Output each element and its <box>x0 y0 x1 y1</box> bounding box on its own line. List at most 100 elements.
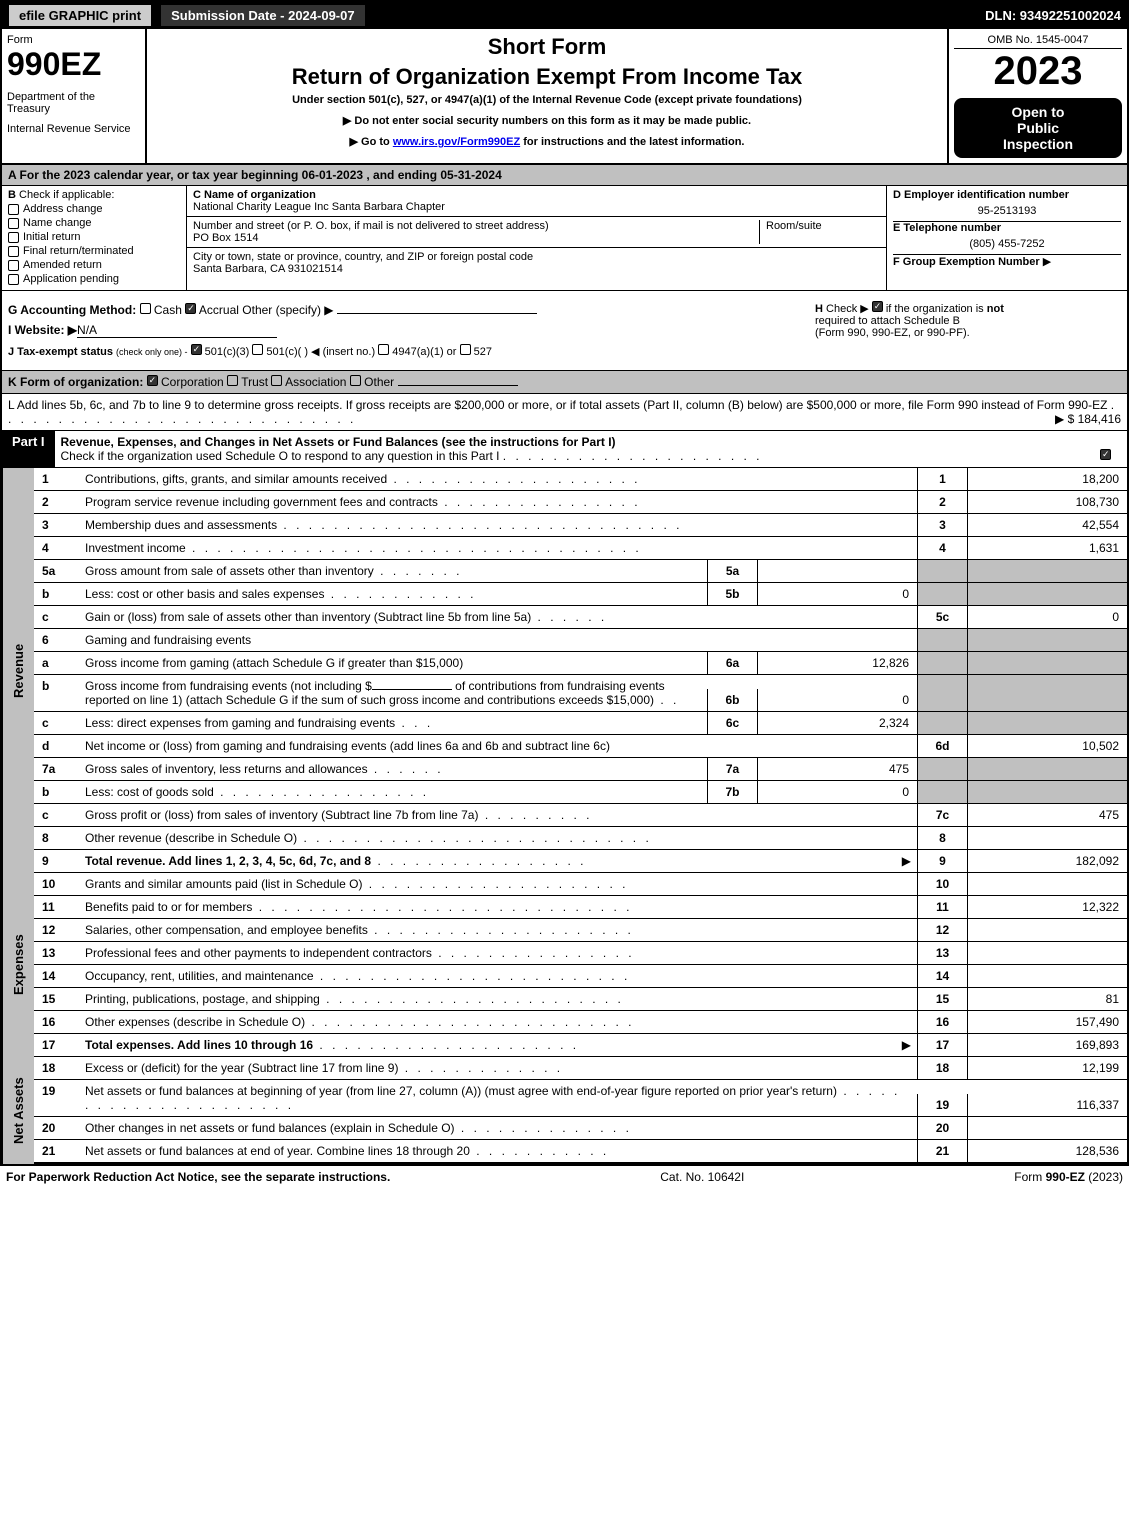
line-num: 1 <box>34 468 79 490</box>
part1-title: Revenue, Expenses, and Changes in Net As… <box>55 431 1127 467</box>
line-col: 3 <box>917 514 967 536</box>
instruction-goto: ▶ Go to www.irs.gov/Form990EZ for instru… <box>152 135 942 148</box>
checkbox-icon[interactable] <box>350 375 361 386</box>
line-num: d <box>34 735 79 757</box>
cb-initial-return[interactable]: Initial return <box>8 231 180 243</box>
submission-date-button[interactable]: Submission Date - 2024-09-07 <box>160 4 366 27</box>
line-val <box>967 965 1127 987</box>
line-col: 6d <box>917 735 967 757</box>
org-name-row: C Name of organization National Charity … <box>187 186 886 217</box>
line-num: 5a <box>34 560 79 582</box>
j-4947: 4947(a)(1) or <box>392 346 456 358</box>
line-val: 128,536 <box>967 1140 1127 1162</box>
line-text: Salaries, other compensation, and employ… <box>79 919 917 941</box>
g-other-input[interactable] <box>337 313 537 314</box>
cb-application-pending[interactable]: Application pending <box>8 273 180 285</box>
inner-val: 0 <box>757 781 917 803</box>
line-val-shaded <box>967 560 1127 582</box>
cb-amended-label: Amended return <box>23 259 102 271</box>
line-text: Benefits paid to or for members . . . . … <box>79 896 917 918</box>
checkbox-icon[interactable] <box>252 344 263 355</box>
ein-value: 95-2513193 <box>893 201 1121 222</box>
revenue-section: Revenue 1 Contributions, gifts, grants, … <box>2 468 1127 873</box>
line-text: Contributions, gifts, grants, and simila… <box>79 468 917 490</box>
line-text: Gross profit or (loss) from sales of inv… <box>79 804 917 826</box>
cb-amended-return[interactable]: Amended return <box>8 259 180 271</box>
line-num: 14 <box>34 965 79 987</box>
checkbox-icon[interactable] <box>227 375 238 386</box>
line-val: 475 <box>967 804 1127 826</box>
line-num: 7a <box>34 758 79 780</box>
line-7c: c Gross profit or (loss) from sales of i… <box>34 804 1127 827</box>
k-other-input[interactable] <box>398 385 518 386</box>
inner-col: 6c <box>707 712 757 734</box>
cb-address-change[interactable]: Address change <box>8 203 180 215</box>
k-other: Other <box>364 375 394 389</box>
j-insert: ◀ (insert no.) <box>311 346 375 358</box>
line-val <box>967 873 1127 895</box>
line-col: 12 <box>917 919 967 941</box>
tel-label: E Telephone number <box>893 222 1121 234</box>
line-text: Less: direct expenses from gaming and fu… <box>79 712 707 734</box>
tel-value: (805) 455-7252 <box>893 234 1121 255</box>
line-col-shaded <box>917 675 967 711</box>
checkbox-checked-icon[interactable] <box>872 301 883 312</box>
header-row: Form 990EZ Department of the Treasury In… <box>2 29 1127 165</box>
line-val: 81 <box>967 988 1127 1010</box>
omb-number: OMB No. 1545-0047 <box>954 34 1122 49</box>
line-text: Gross sales of inventory, less returns a… <box>79 758 707 780</box>
street-value: PO Box 1514 <box>193 232 753 244</box>
instruction-goto-pre: ▶ Go to <box>350 136 393 148</box>
cb-final-return[interactable]: Final return/terminated <box>8 245 180 257</box>
line-num: b <box>34 583 79 605</box>
net-assets-lines: 18 Excess or (deficit) for the year (Sub… <box>34 1057 1127 1164</box>
g-line: G Accounting Method: Cash Accrual Other … <box>8 303 811 317</box>
line-num: b <box>34 781 79 803</box>
checkbox-icon[interactable] <box>460 344 471 355</box>
line-text: Printing, publications, postage, and shi… <box>79 988 917 1010</box>
line-col: 2 <box>917 491 967 513</box>
line-num: b <box>34 675 79 711</box>
line-num: 16 <box>34 1011 79 1033</box>
checkbox-checked-icon[interactable] <box>1100 449 1111 460</box>
footer-left: For Paperwork Reduction Act Notice, see … <box>6 1170 390 1184</box>
line-num: 6 <box>34 629 79 651</box>
h-text5: (Form 990, 990-EZ, or 990-PF). <box>815 327 1117 339</box>
revenue-lines: 1 Contributions, gifts, grants, and simi… <box>34 468 1127 873</box>
line-num: a <box>34 652 79 674</box>
6b-input[interactable] <box>372 689 452 690</box>
cb-app-pending-label: Application pending <box>23 273 119 285</box>
line-num: c <box>34 712 79 734</box>
line-text: Total expenses. Add lines 10 through 16 … <box>79 1034 917 1056</box>
line-col-shaded <box>917 712 967 734</box>
checkbox-icon[interactable] <box>140 303 151 314</box>
line-text: Net income or (loss) from gaming and fun… <box>79 735 917 757</box>
line-num: 13 <box>34 942 79 964</box>
cb-name-change[interactable]: Name change <box>8 217 180 229</box>
line-col-shaded <box>917 560 967 582</box>
line-5a: 5a Gross amount from sale of assets othe… <box>34 560 1127 583</box>
h-text4: required to attach Schedule B <box>815 315 1117 327</box>
inner-col: 5b <box>707 583 757 605</box>
ein-label: D Employer identification number <box>893 189 1121 201</box>
line-num: 10 <box>34 873 79 895</box>
checkbox-icon[interactable] <box>378 344 389 355</box>
line-text: Program service revenue including govern… <box>79 491 917 513</box>
checkbox-checked-icon[interactable] <box>147 375 158 386</box>
checkbox-checked-icon[interactable] <box>185 303 196 314</box>
j-501c3: 501(c)(3) <box>205 346 250 358</box>
inner-col: 5a <box>707 560 757 582</box>
line-num: 2 <box>34 491 79 513</box>
line-val: 42,554 <box>967 514 1127 536</box>
irs-link[interactable]: www.irs.gov/Form990EZ <box>393 136 520 148</box>
line-num: c <box>34 606 79 628</box>
checkbox-icon[interactable] <box>271 375 282 386</box>
open-public-badge: Open to Public Inspection <box>954 98 1122 158</box>
part1-badge: Part I <box>2 431 55 467</box>
line-6a: a Gross income from gaming (attach Sched… <box>34 652 1127 675</box>
line-text: Professional fees and other payments to … <box>79 942 917 964</box>
k-trust: Trust <box>241 375 268 389</box>
efile-button[interactable]: efile GRAPHIC print <box>8 4 152 27</box>
line-val: 12,322 <box>967 896 1127 918</box>
checkbox-checked-icon[interactable] <box>191 344 202 355</box>
